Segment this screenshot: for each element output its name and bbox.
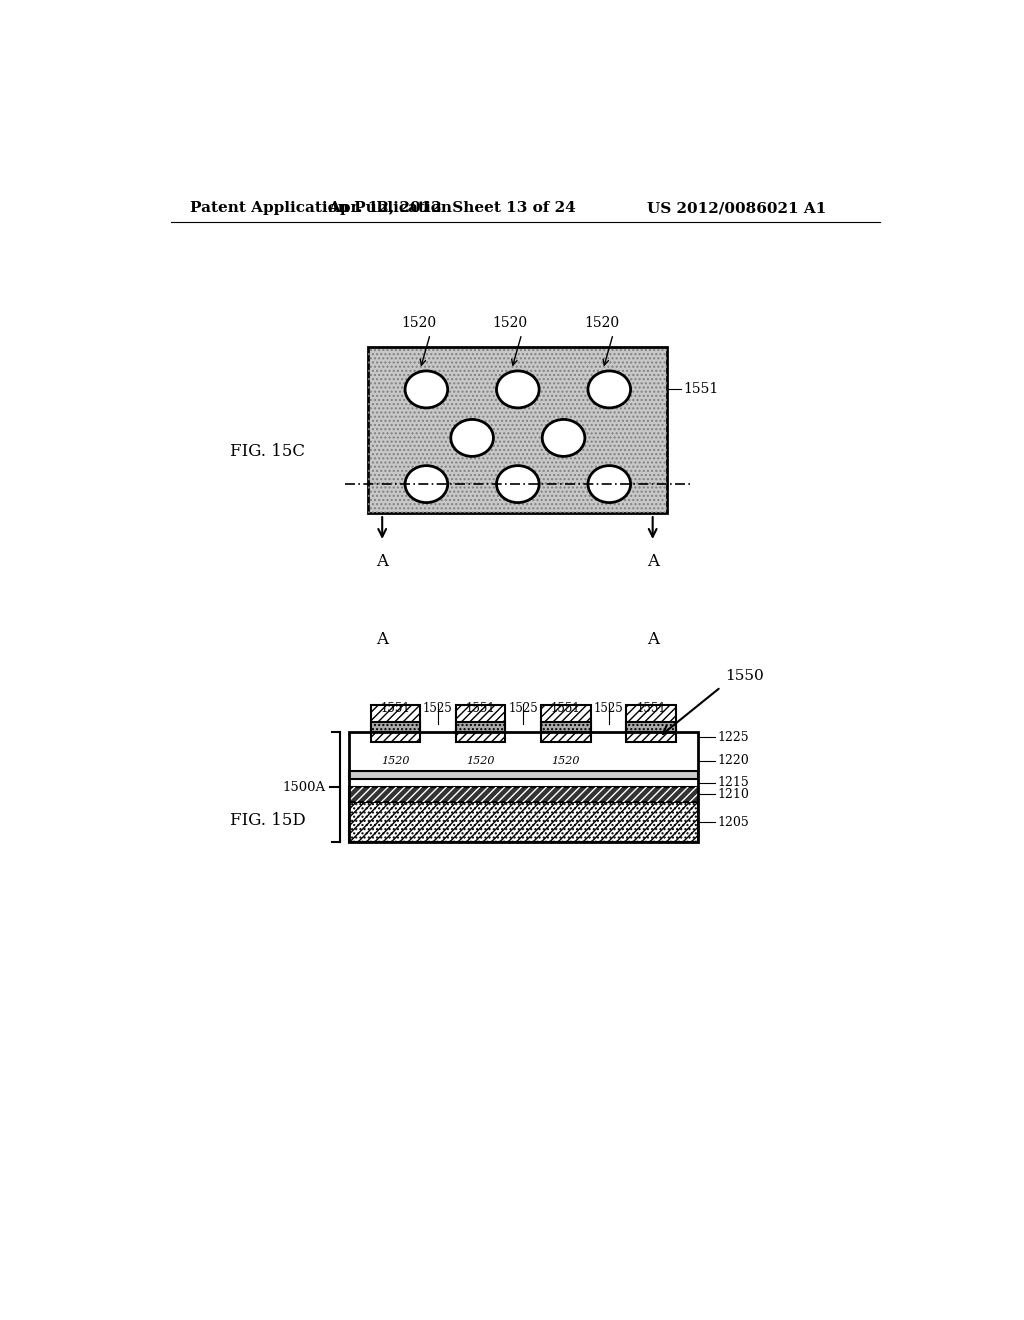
Bar — [627, 705, 676, 742]
Text: 1551: 1551 — [381, 702, 411, 715]
Bar — [369, 347, 667, 512]
Bar — [541, 705, 591, 742]
Bar — [349, 787, 697, 803]
Bar — [456, 722, 506, 733]
Text: 1520: 1520 — [466, 755, 495, 766]
Bar — [349, 705, 697, 742]
Text: 1525: 1525 — [508, 702, 539, 715]
Text: 1520: 1520 — [552, 755, 581, 766]
Bar — [349, 803, 697, 842]
Text: 1525: 1525 — [423, 702, 453, 715]
Bar — [371, 722, 420, 733]
Text: 1520: 1520 — [493, 315, 527, 330]
Bar — [369, 347, 667, 512]
Ellipse shape — [588, 371, 631, 408]
Text: FIG. 15D: FIG. 15D — [230, 812, 306, 829]
Text: Patent Application Publication: Patent Application Publication — [190, 202, 452, 215]
Bar — [349, 787, 697, 803]
Text: 1215: 1215 — [717, 776, 749, 789]
Text: 1520: 1520 — [584, 315, 620, 330]
Text: 1210: 1210 — [717, 788, 749, 801]
Ellipse shape — [588, 466, 631, 503]
Ellipse shape — [406, 466, 447, 503]
Text: 1220: 1220 — [717, 754, 749, 767]
Text: Apr. 12, 2012  Sheet 13 of 24: Apr. 12, 2012 Sheet 13 of 24 — [328, 202, 575, 215]
Text: A: A — [376, 553, 388, 570]
Ellipse shape — [497, 466, 540, 503]
Text: 1500A: 1500A — [283, 780, 326, 793]
Bar — [349, 733, 697, 842]
Text: A: A — [647, 631, 658, 648]
Ellipse shape — [543, 420, 585, 457]
Text: FIG. 15C: FIG. 15C — [230, 442, 305, 459]
Text: 1551: 1551 — [466, 702, 496, 715]
Ellipse shape — [451, 420, 494, 457]
Text: 1551: 1551 — [684, 383, 719, 396]
Bar — [541, 722, 591, 733]
Bar — [349, 771, 697, 779]
Text: US 2012/0086021 A1: US 2012/0086021 A1 — [647, 202, 826, 215]
Ellipse shape — [406, 371, 447, 408]
Text: A: A — [376, 631, 388, 648]
Bar — [371, 705, 420, 742]
Text: 1205: 1205 — [717, 816, 749, 829]
Text: 1551: 1551 — [551, 702, 581, 715]
Text: 1520: 1520 — [401, 315, 436, 330]
Text: A: A — [647, 553, 658, 570]
Text: 1551: 1551 — [636, 702, 666, 715]
Bar — [627, 722, 676, 733]
Bar — [349, 803, 697, 842]
Text: 1550: 1550 — [725, 669, 764, 684]
Text: 1520: 1520 — [381, 755, 410, 766]
Text: 1525: 1525 — [594, 702, 624, 715]
Text: 1225: 1225 — [717, 730, 749, 743]
Bar — [456, 705, 506, 742]
Ellipse shape — [497, 371, 540, 408]
